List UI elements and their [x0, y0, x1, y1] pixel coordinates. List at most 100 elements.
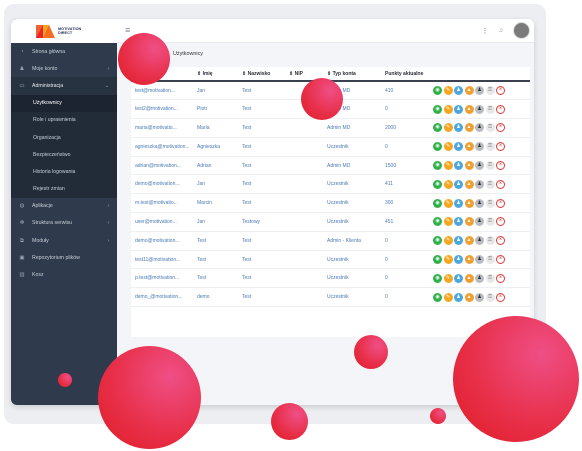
sidebar-item[interactable]: ▣ Repozytorium plików [11, 249, 117, 266]
sidebar-item[interactable]: Role i uprawnienia [11, 111, 117, 129]
view-icon[interactable]: ◉ [433, 179, 442, 189]
sidebar-item[interactable]: Organizacja [11, 128, 117, 147]
key-icon[interactable]: ⚿ [485, 217, 495, 227]
delete-icon[interactable]: × [496, 161, 505, 171]
table-cell[interactable]: demo_@motivation... [131, 287, 193, 308]
sidebar-item[interactable]: ♟ Moje konto › [11, 60, 117, 77]
avatar[interactable] [513, 22, 530, 39]
user-icon[interactable]: ♟ [454, 179, 463, 189]
delete-icon[interactable]: × [496, 292, 505, 302]
column-header[interactable]: ⇕ NIP [285, 67, 323, 82]
edit-icon[interactable]: ✎ [443, 86, 453, 96]
table-cell[interactable]: test11@motivation... [131, 250, 193, 270]
table-cell[interactable]: agnieszka@motivation... [131, 137, 193, 157]
user-icon[interactable]: ♟ [454, 104, 463, 114]
column-header[interactable]: ⇕ Imię [193, 67, 238, 82]
edit-icon[interactable]: ✎ [443, 123, 453, 133]
lock-icon[interactable]: ▲ [464, 86, 474, 96]
sidebar-item[interactable]: ◔ Strona główna [11, 43, 117, 60]
edit-icon[interactable]: ✎ [443, 161, 453, 171]
lock-icon[interactable]: ▲ [464, 273, 474, 283]
table-row[interactable]: agnieszka@motivation... Agnieszka Test Ucze… [131, 137, 530, 157]
lock-icon[interactable]: ▲ [464, 142, 474, 152]
bell-icon[interactable]: ♫ [498, 27, 504, 34]
edit-icon[interactable]: ✎ [443, 217, 453, 227]
delete-icon[interactable]: × [496, 179, 505, 189]
lock-icon[interactable]: ▲ [464, 292, 474, 302]
group-icon[interactable]: ♟ [475, 179, 484, 189]
table-row[interactable]: p.test@motivation... Test Test Uczestnik 0 ◉ ✎… [131, 268, 530, 289]
table-cell[interactable]: demo@motivation... [131, 174, 193, 195]
edit-icon[interactable]: ✎ [443, 104, 453, 114]
view-icon[interactable]: ◉ [433, 236, 442, 246]
table-row[interactable]: demo@motivation... Jan Test Uczestnik 411 ◉ ✎ ♟… [131, 174, 530, 195]
sidebar-item[interactable]: ▭ Administracja ⌄ [11, 77, 117, 95]
lock-icon[interactable]: ▲ [464, 104, 474, 114]
group-icon[interactable]: ♟ [475, 86, 484, 96]
user-icon[interactable]: ♟ [454, 198, 463, 208]
delete-icon[interactable]: × [496, 217, 505, 227]
sidebar-item[interactable]: ◍ Aplikacje › [11, 198, 117, 215]
key-icon[interactable]: ⚿ [485, 255, 495, 265]
table-cell[interactable]: p.test@motivation... [131, 268, 193, 289]
delete-icon[interactable]: × [496, 255, 505, 265]
view-icon[interactable]: ◉ [433, 161, 442, 171]
sidebar-item[interactable]: ⧉ Moduły › [11, 232, 117, 249]
key-icon[interactable]: ⚿ [485, 86, 495, 96]
group-icon[interactable]: ♟ [475, 255, 484, 265]
hamburger-menu-icon[interactable]: ≡ [125, 25, 131, 35]
user-icon[interactable]: ♟ [454, 161, 463, 171]
group-icon[interactable]: ♟ [475, 273, 484, 283]
table-row[interactable]: test@motivation...JanTestAdmin MD410◉✎♟▲… [131, 81, 530, 101]
table-row[interactable]: adrian@motivation... Adrian Test Admin MD 15… [131, 156, 530, 176]
view-icon[interactable]: ◉ [433, 123, 442, 133]
key-icon[interactable]: ⚿ [485, 161, 495, 171]
edit-icon[interactable]: ✎ [443, 255, 453, 265]
delete-icon[interactable]: × [496, 236, 505, 246]
lock-icon[interactable]: ▲ [464, 123, 474, 133]
table-cell[interactable]: adrian@motivation... [131, 156, 193, 176]
delete-icon[interactable]: × [496, 86, 505, 96]
edit-icon[interactable]: ✎ [443, 142, 453, 152]
view-icon[interactable]: ◉ [433, 217, 442, 227]
sidebar-item[interactable]: Użytkownicy [11, 94, 117, 112]
table-cell[interactable]: user@motivation... [131, 212, 193, 232]
view-icon[interactable]: ◉ [433, 198, 442, 208]
table-row[interactable]: maria@motivatio... Maria Test Admin MD 2000 ◉… [131, 118, 530, 138]
edit-icon[interactable]: ✎ [443, 236, 453, 246]
sidebar-item[interactable]: Rejestr zmian [11, 180, 117, 198]
edit-icon[interactable]: ✎ [443, 179, 453, 189]
more-options-icon[interactable]: ⋮ [481, 27, 489, 35]
table-row[interactable]: demo_@motivation... demo Test Uczestnik 0 ◉ ✎ ♟… [131, 287, 530, 308]
column-header[interactable]: Punkty aktualne [381, 67, 429, 82]
lock-icon[interactable]: ▲ [464, 236, 474, 246]
group-icon[interactable]: ♟ [475, 161, 484, 171]
table-cell[interactable]: demo@motivation... [131, 231, 193, 251]
view-icon[interactable]: ◉ [433, 104, 442, 114]
lock-icon[interactable]: ▲ [464, 198, 474, 208]
user-icon[interactable]: ♟ [454, 236, 463, 246]
group-icon[interactable]: ♟ [475, 123, 484, 133]
lock-icon[interactable]: ▲ [464, 179, 474, 189]
edit-icon[interactable]: ✎ [443, 273, 453, 283]
view-icon[interactable]: ◉ [433, 273, 442, 283]
group-icon[interactable]: ♟ [475, 198, 484, 208]
delete-icon[interactable]: × [496, 104, 505, 114]
breadcrumb[interactable]: Użytkownicy [173, 51, 203, 57]
key-icon[interactable]: ⚿ [485, 104, 495, 114]
user-icon[interactable]: ♟ [454, 123, 463, 133]
user-icon[interactable]: ♟ [454, 292, 463, 302]
view-icon[interactable]: ◉ [433, 255, 442, 265]
table-row[interactable]: test11@motivation... Test Test Uczestnik 0 ◉ ✎… [131, 250, 530, 270]
delete-icon[interactable]: × [496, 123, 505, 133]
sidebar-item[interactable]: Bezpieczeństwo [11, 146, 117, 164]
key-icon[interactable]: ⚿ [485, 123, 495, 133]
view-icon[interactable]: ◉ [433, 142, 442, 152]
key-icon[interactable]: ⚿ [485, 273, 495, 283]
group-icon[interactable]: ♟ [475, 217, 484, 227]
lock-icon[interactable]: ▲ [464, 217, 474, 227]
column-header[interactable]: ⇕ Nazwisko [238, 67, 285, 82]
user-icon[interactable]: ♟ [454, 142, 463, 152]
group-icon[interactable]: ♟ [475, 236, 484, 246]
key-icon[interactable]: ⚿ [485, 292, 495, 302]
